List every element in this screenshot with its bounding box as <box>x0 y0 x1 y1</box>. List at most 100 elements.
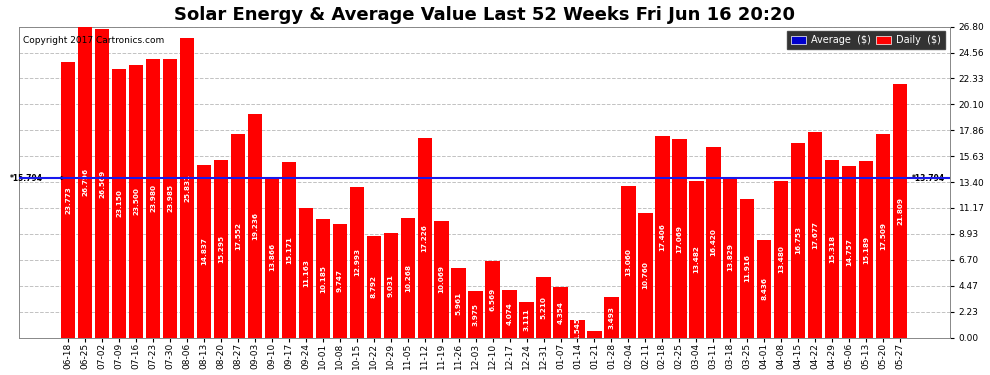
Bar <box>502 290 517 338</box>
Bar <box>264 177 279 338</box>
Bar <box>333 225 347 338</box>
Bar <box>401 218 415 338</box>
Bar <box>520 302 534 338</box>
Bar <box>741 199 754 338</box>
Bar <box>859 161 873 338</box>
Text: 10.760: 10.760 <box>643 261 648 289</box>
Text: 19.236: 19.236 <box>252 212 258 240</box>
Bar <box>825 160 840 338</box>
Text: 13.482: 13.482 <box>693 246 699 273</box>
Bar <box>349 187 364 338</box>
Text: 3.493: 3.493 <box>609 306 615 329</box>
Bar <box>451 268 466 338</box>
Text: 17.226: 17.226 <box>422 224 428 252</box>
Text: *13.794: *13.794 <box>912 174 945 183</box>
Text: 13.060: 13.060 <box>626 248 632 276</box>
Bar <box>78 27 92 338</box>
Text: 23.985: 23.985 <box>167 184 173 213</box>
Bar <box>893 84 907 338</box>
Bar <box>485 261 500 338</box>
Text: 10.268: 10.268 <box>405 264 411 292</box>
Bar <box>197 165 211 338</box>
Bar <box>231 134 246 338</box>
Text: 13.829: 13.829 <box>728 243 734 272</box>
Text: 15.295: 15.295 <box>218 235 224 263</box>
Bar <box>418 138 432 338</box>
Bar <box>706 147 721 338</box>
Bar <box>146 59 160 338</box>
Text: 3.975: 3.975 <box>472 303 478 326</box>
Bar <box>95 29 110 338</box>
Text: 6.569: 6.569 <box>490 288 496 311</box>
Text: 23.773: 23.773 <box>65 186 71 213</box>
Text: 14.837: 14.837 <box>201 238 207 266</box>
Text: 15.189: 15.189 <box>863 236 869 264</box>
Bar <box>604 297 619 338</box>
Text: 17.069: 17.069 <box>676 225 682 252</box>
Text: 17.509: 17.509 <box>880 222 886 250</box>
Text: 5.210: 5.210 <box>541 296 546 319</box>
Bar <box>791 143 806 338</box>
Text: 10.069: 10.069 <box>439 265 445 293</box>
Bar <box>383 233 398 338</box>
Text: Copyright 2017 Cartronics.com: Copyright 2017 Cartronics.com <box>24 36 164 45</box>
Bar <box>163 59 177 338</box>
Text: 5.961: 5.961 <box>455 291 461 315</box>
Text: 16.753: 16.753 <box>795 226 801 254</box>
Text: 13.866: 13.866 <box>269 243 275 271</box>
Text: *15.794: *15.794 <box>10 174 64 183</box>
Bar <box>366 236 381 338</box>
Text: 26.796: 26.796 <box>82 168 88 196</box>
Bar <box>553 287 567 338</box>
Text: 13.480: 13.480 <box>778 246 784 273</box>
Bar <box>587 331 602 338</box>
Bar <box>316 219 330 338</box>
Bar <box>689 181 704 338</box>
Bar <box>61 62 75 338</box>
Text: 12.993: 12.993 <box>353 248 359 276</box>
Text: 4.354: 4.354 <box>557 301 563 324</box>
Bar <box>723 177 738 338</box>
Text: 8.436: 8.436 <box>761 277 767 300</box>
Text: 11.916: 11.916 <box>744 255 750 282</box>
Bar <box>621 186 636 338</box>
Bar <box>537 277 550 338</box>
Text: 14.757: 14.757 <box>846 238 852 266</box>
Bar <box>112 69 127 338</box>
Title: Solar Energy & Average Value Last 52 Weeks Fri Jun 16 20:20: Solar Energy & Average Value Last 52 Wee… <box>173 6 795 24</box>
Bar <box>757 240 771 338</box>
Text: 15.171: 15.171 <box>286 236 292 264</box>
Bar <box>842 166 856 338</box>
Bar <box>774 181 788 338</box>
Text: 21.809: 21.809 <box>897 197 903 225</box>
Bar <box>655 135 669 338</box>
Bar <box>299 208 313 338</box>
Text: 25.831: 25.831 <box>184 174 190 202</box>
Text: 11.163: 11.163 <box>303 259 309 287</box>
Text: 4.074: 4.074 <box>507 303 513 326</box>
Text: 15.318: 15.318 <box>829 235 836 263</box>
Text: 10.185: 10.185 <box>320 264 326 292</box>
Text: 26.569: 26.569 <box>99 169 105 198</box>
Text: 3.111: 3.111 <box>524 308 530 331</box>
Text: 9.031: 9.031 <box>388 274 394 297</box>
Bar <box>248 114 262 338</box>
Text: 23.500: 23.500 <box>133 187 140 215</box>
Bar <box>180 38 194 338</box>
Bar <box>639 213 652 338</box>
Legend: Average  ($), Daily  ($): Average ($), Daily ($) <box>787 32 944 49</box>
Bar <box>672 140 686 338</box>
Bar <box>435 221 448 338</box>
Bar <box>129 65 144 338</box>
Text: 23.150: 23.150 <box>116 189 122 217</box>
Text: 17.406: 17.406 <box>659 223 665 251</box>
Text: 17.552: 17.552 <box>235 222 241 250</box>
Bar <box>876 134 890 338</box>
Bar <box>808 132 823 338</box>
Text: 1.545: 1.545 <box>574 317 580 340</box>
Bar <box>282 162 296 338</box>
Bar <box>214 160 229 338</box>
Text: 9.747: 9.747 <box>337 270 343 292</box>
Bar <box>468 291 483 338</box>
Text: 23.980: 23.980 <box>150 184 156 213</box>
